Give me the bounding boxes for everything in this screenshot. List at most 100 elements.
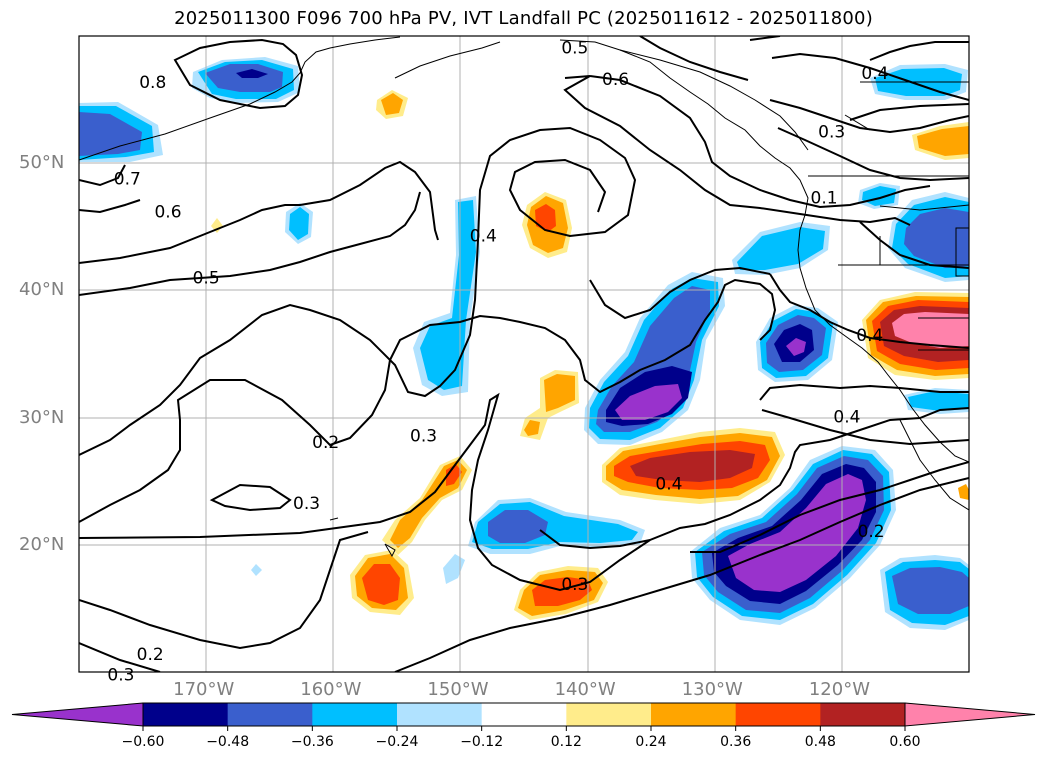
pv-contour <box>849 103 969 121</box>
colorbar-tick-label: −0.24 <box>375 734 419 750</box>
contour-label: 0.3 <box>107 666 134 686</box>
pv-contour <box>79 126 637 456</box>
contour-label: 0.1 <box>811 189 838 209</box>
contour-labels: 0.50.80.60.70.50.40.6 0.40.30.10.2 0.30.30… <box>107 38 888 686</box>
coastline <box>955 227 969 277</box>
pv-contour <box>771 52 969 101</box>
colorbar-frame <box>142 702 906 727</box>
pv-contour <box>869 41 969 61</box>
contour-label: 0.3 <box>818 122 845 142</box>
anomaly-fill <box>904 208 969 268</box>
anomaly-fill <box>615 384 682 420</box>
colorbar-tick-label: −0.48 <box>206 734 250 750</box>
contour-label: 0.3 <box>293 494 320 514</box>
colorbar-tick-label: −0.12 <box>460 734 504 750</box>
anomaly-fill <box>630 450 755 482</box>
pv-contour <box>859 221 969 269</box>
contour-label: 0.2 <box>137 645 164 665</box>
anomaly-fill <box>236 69 268 78</box>
pv-contour <box>79 531 369 650</box>
contour-label: 0.2 <box>858 522 885 542</box>
pv-contour <box>173 38 304 110</box>
coastlines <box>79 36 969 558</box>
lon-tick-label: 170°W <box>173 679 235 700</box>
pv-contour <box>639 36 749 81</box>
colorbar-tick-label: −0.36 <box>290 734 334 750</box>
contour-label: 0.7 <box>114 169 141 189</box>
contour-label: 0.6 <box>602 70 629 90</box>
anomaly-fill <box>488 510 548 543</box>
coastline <box>329 517 339 521</box>
anomaly-fill <box>958 484 969 500</box>
colorbar-tick-label: 0.48 <box>804 734 836 750</box>
pv-contour <box>79 164 126 187</box>
pv-contour <box>539 529 651 550</box>
pv-contour <box>79 278 777 523</box>
contour-label: 0.2 <box>312 433 339 453</box>
anomaly-fill <box>786 338 806 356</box>
anomaly-fill <box>446 464 462 486</box>
lon-tick-label: 150°W <box>427 679 489 700</box>
anomaly-fill <box>892 567 969 614</box>
colorbar-segment <box>397 703 483 726</box>
pv-contour <box>690 461 969 553</box>
pv-contour <box>777 127 969 182</box>
contour-label: 0.3 <box>561 575 588 595</box>
pv-contour <box>79 199 141 214</box>
colorbar-tick-label: 0.24 <box>635 734 667 750</box>
filled-contours <box>79 57 969 630</box>
anomaly-fill <box>251 564 262 576</box>
coastline <box>619 49 809 151</box>
pv-contour <box>769 99 969 134</box>
colorbar-tick-label: −0.60 <box>121 734 165 750</box>
contour-label: 0.4 <box>861 64 888 84</box>
anomaly-fill <box>908 391 969 411</box>
pv-contour <box>79 392 969 592</box>
lon-tick-label: 120°W <box>808 679 870 700</box>
anomaly-fill <box>917 126 969 156</box>
colorbar-tick-label: 0.12 <box>550 734 582 750</box>
anomaly-fill <box>524 420 540 436</box>
coastline <box>844 114 871 131</box>
coastline <box>79 36 401 161</box>
anomaly-fill <box>544 374 575 412</box>
coastline <box>899 419 969 511</box>
lon-tick-label: 140°W <box>554 679 616 700</box>
contour-label: 0.4 <box>856 326 883 346</box>
colorbar-segment <box>735 703 821 726</box>
colorbar-segment <box>143 703 229 726</box>
coastline <box>879 204 969 211</box>
pv-contour <box>79 191 421 296</box>
contour-label: 0.5 <box>193 269 220 289</box>
pv-contour <box>769 273 969 349</box>
colorbar-segment <box>651 703 737 726</box>
coastline <box>384 543 396 558</box>
map-frame <box>78 35 970 673</box>
lat-tick-label: 20°N <box>19 533 65 555</box>
pv-contour <box>209 483 292 512</box>
anomaly-fill <box>362 564 400 605</box>
colorbar-extend-max <box>904 702 1036 727</box>
colorbar-segment <box>481 703 567 726</box>
pv-contour <box>589 75 931 209</box>
colorbar-segment <box>227 703 313 726</box>
anomaly-fill <box>79 112 142 156</box>
colorbar-segment <box>312 703 398 726</box>
anomaly-fill <box>443 554 465 584</box>
anomaly-fill <box>532 577 592 606</box>
contour-label: 0.4 <box>833 407 860 427</box>
colorbar-segment <box>566 703 652 726</box>
anomaly-fill <box>381 93 403 115</box>
lon-tick-label: 130°W <box>681 679 743 700</box>
lat-tick-label: 50°N <box>19 152 65 174</box>
chart-title: 2025011300 F096 700 hPa PV, IVT Landfall… <box>174 8 873 29</box>
contour-label: 0.4 <box>470 227 497 247</box>
colorbar <box>11 702 1036 731</box>
contour-label: 0.6 <box>154 203 181 223</box>
colorbar-tick-label: 0.36 <box>720 734 752 750</box>
anomaly-fill <box>289 207 309 240</box>
pv-contour <box>79 642 161 672</box>
colorbar-tick-label: 0.60 <box>889 734 921 750</box>
coastline <box>559 39 969 463</box>
